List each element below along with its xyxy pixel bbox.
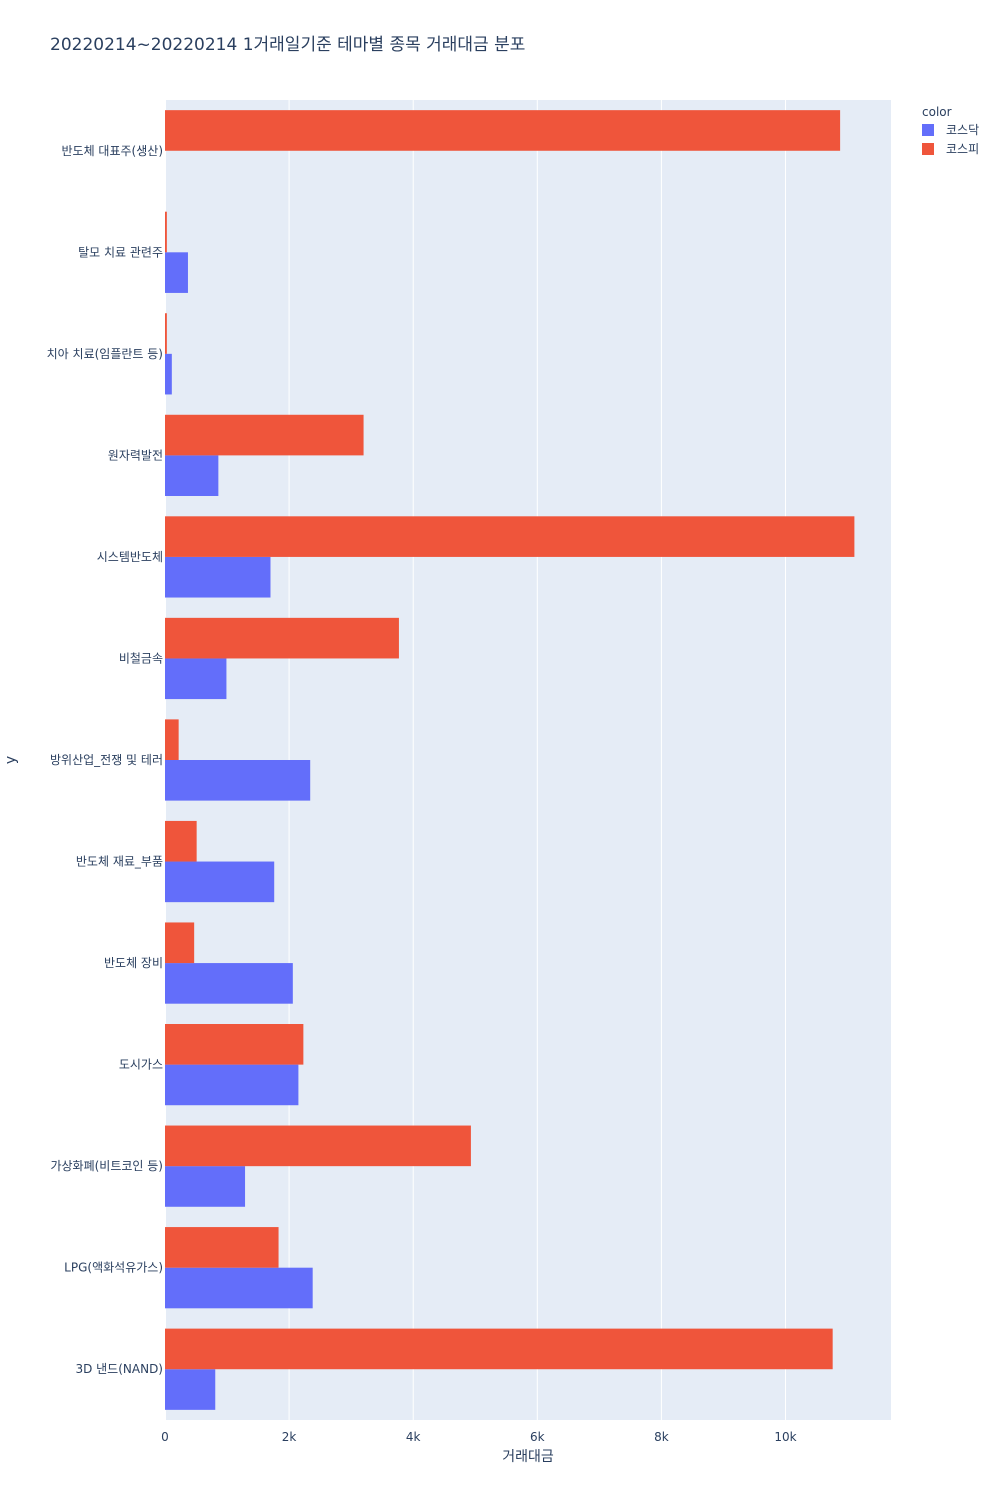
bar-kosdaq[interactable]: [165, 1369, 216, 1410]
legend-item-label[interactable]: 코스피: [946, 142, 979, 156]
bar-kospi[interactable]: [165, 211, 167, 253]
y-tick-label: LPG(액화석유가스): [64, 1261, 163, 1275]
bar-kosdaq[interactable]: [165, 1064, 299, 1106]
bar-kospi[interactable]: [165, 719, 179, 760]
bar-kospi[interactable]: [165, 1328, 833, 1370]
bar-kosdaq[interactable]: [165, 861, 275, 903]
y-tick-label: 반도체 재료_부품: [76, 855, 163, 869]
bar-kospi[interactable]: [165, 922, 195, 964]
bar-kospi[interactable]: [165, 313, 167, 354]
x-tick-label: 6k: [530, 1430, 545, 1444]
bar-kosdaq[interactable]: [165, 1166, 246, 1207]
bar-kospi[interactable]: [165, 110, 841, 151]
chart-title: 20220214~20220214 1거래일기준 테마별 종목 거래대금 분포: [50, 35, 525, 55]
x-tick-label: 0: [161, 1430, 169, 1444]
bar-kospi[interactable]: [165, 1024, 304, 1065]
bar-kosdaq[interactable]: [165, 556, 271, 598]
bar-kosdaq[interactable]: [165, 1267, 313, 1309]
bar-kospi[interactable]: [165, 1227, 279, 1268]
y-tick-label: 시스템반도체: [97, 550, 163, 564]
x-tick-label: 10k: [774, 1430, 796, 1444]
bar-kosdaq[interactable]: [165, 455, 219, 496]
legend-item-label[interactable]: 코스닥: [946, 123, 979, 137]
legend-swatch[interactable]: [922, 124, 934, 136]
x-tick-label: 8k: [654, 1430, 669, 1444]
y-tick-label: 도시가스: [119, 1058, 163, 1072]
y-tick-label: 가상화폐(비트코인 등): [50, 1159, 163, 1173]
bar-kosdaq[interactable]: [165, 760, 311, 801]
y-tick-label: 탈모 치료 관련주: [78, 245, 163, 259]
bar-kospi[interactable]: [165, 516, 855, 557]
x-tick-label: 4k: [406, 1430, 421, 1444]
y-tick-label: 반도체 장비: [104, 956, 163, 970]
bar-kospi[interactable]: [165, 1125, 471, 1167]
y-tick-label: 방위산업_전쟁 및 테러: [50, 753, 163, 767]
y-tick-label: 치아 치료(임플란트 등): [47, 347, 163, 361]
bar-kosdaq[interactable]: [165, 252, 188, 293]
bar-kosdaq[interactable]: [165, 353, 172, 395]
x-axis-title: 거래대금: [502, 1449, 554, 1465]
bar-kospi[interactable]: [165, 820, 197, 862]
bars: [165, 110, 855, 1410]
bar-kospi[interactable]: [165, 617, 399, 659]
y-tick-label: 원자력발전: [108, 448, 163, 462]
legend-swatch[interactable]: [922, 143, 934, 155]
y-tick-label: 반도체 대표주(생산): [62, 144, 164, 158]
x-tick-labels: 0 2k 4k 6k 8k 10k: [161, 1430, 796, 1444]
y-axis-title: y: [3, 756, 19, 764]
y-tick-label: 비철금속: [119, 651, 163, 665]
bar-kosdaq[interactable]: [165, 658, 227, 700]
bar-kosdaq[interactable]: [165, 963, 293, 1004]
y-tick-label: 3D 낸드(NAND): [75, 1362, 163, 1376]
x-tick-label: 2k: [282, 1430, 297, 1444]
bar-kospi[interactable]: [165, 414, 364, 456]
legend-title: color: [922, 105, 952, 119]
